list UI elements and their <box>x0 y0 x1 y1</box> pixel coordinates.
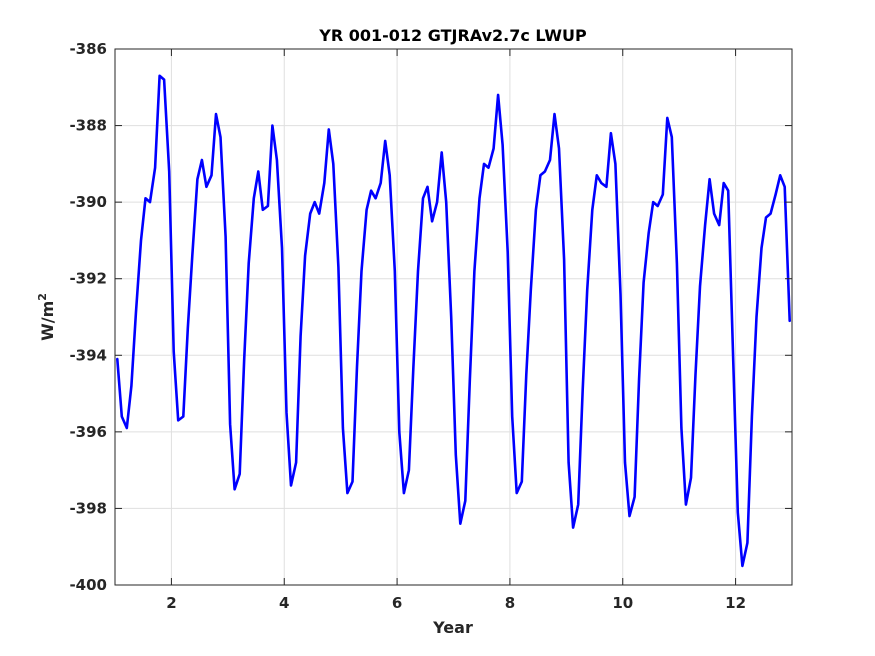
x-tick-label: 2 <box>166 594 176 612</box>
tick-marks <box>115 48 792 586</box>
plot-area-background <box>115 49 792 585</box>
x-axis-label: Year <box>432 618 473 637</box>
y-tick-label: -396 <box>69 423 107 441</box>
series-layer <box>116 74 792 568</box>
x-tick-labels: 2 4 6 8 10 12 <box>166 594 746 612</box>
axes-frame <box>114 48 793 586</box>
y-tick-label: -394 <box>69 346 107 364</box>
y-tick-label: -388 <box>69 117 107 135</box>
y-tick-label: -398 <box>69 499 107 517</box>
y-tick-labels: -400 -398 -396 -394 -392 -390 -388 -386 <box>69 40 107 594</box>
y-tick-label: -390 <box>69 193 107 211</box>
y-tick-label: -386 <box>69 40 107 58</box>
y-axis-label-text: W/m <box>38 301 57 341</box>
x-tick-label: 8 <box>505 594 515 612</box>
x-tick-label: 4 <box>279 594 289 612</box>
x-tick-label: 10 <box>612 594 633 612</box>
y-tick-label: -400 <box>69 576 107 594</box>
x-tick-label: 12 <box>725 594 746 612</box>
y-axis-label-superscript: 2 <box>36 293 49 301</box>
chart-title: YR 001-012 GTJRAv2.7c LWUP <box>318 26 587 45</box>
series-line <box>116 74 792 568</box>
x-tick-label: 6 <box>392 594 402 612</box>
y-tick-label: -392 <box>69 270 107 288</box>
y-axis-label: W/m2 <box>36 293 57 341</box>
y-axis-label-group: W/m2 <box>36 293 57 341</box>
